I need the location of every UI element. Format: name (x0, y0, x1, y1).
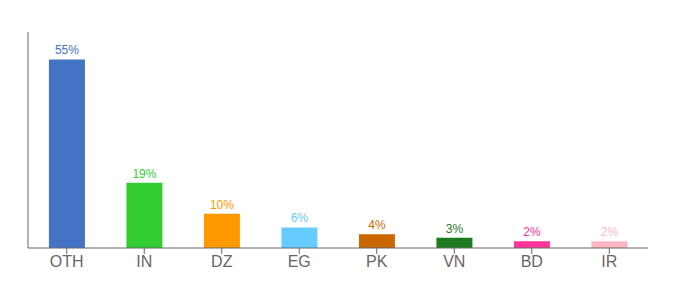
svg-text:55%: 55% (55, 43, 79, 57)
svg-text:2%: 2% (523, 225, 541, 239)
svg-text:DZ: DZ (211, 253, 233, 270)
svg-text:19%: 19% (132, 167, 156, 181)
svg-text:IN: IN (136, 253, 152, 270)
svg-text:VN: VN (443, 253, 465, 270)
svg-text:3%: 3% (446, 222, 464, 236)
svg-text:OTH: OTH (50, 253, 84, 270)
svg-text:6%: 6% (291, 211, 309, 225)
svg-text:EG: EG (288, 253, 311, 270)
svg-text:IR: IR (601, 253, 617, 270)
svg-text:10%: 10% (210, 198, 234, 212)
svg-text:BD: BD (521, 253, 543, 270)
svg-text:4%: 4% (368, 218, 386, 232)
svg-text:PK: PK (366, 253, 388, 270)
svg-text:2%: 2% (601, 225, 619, 239)
